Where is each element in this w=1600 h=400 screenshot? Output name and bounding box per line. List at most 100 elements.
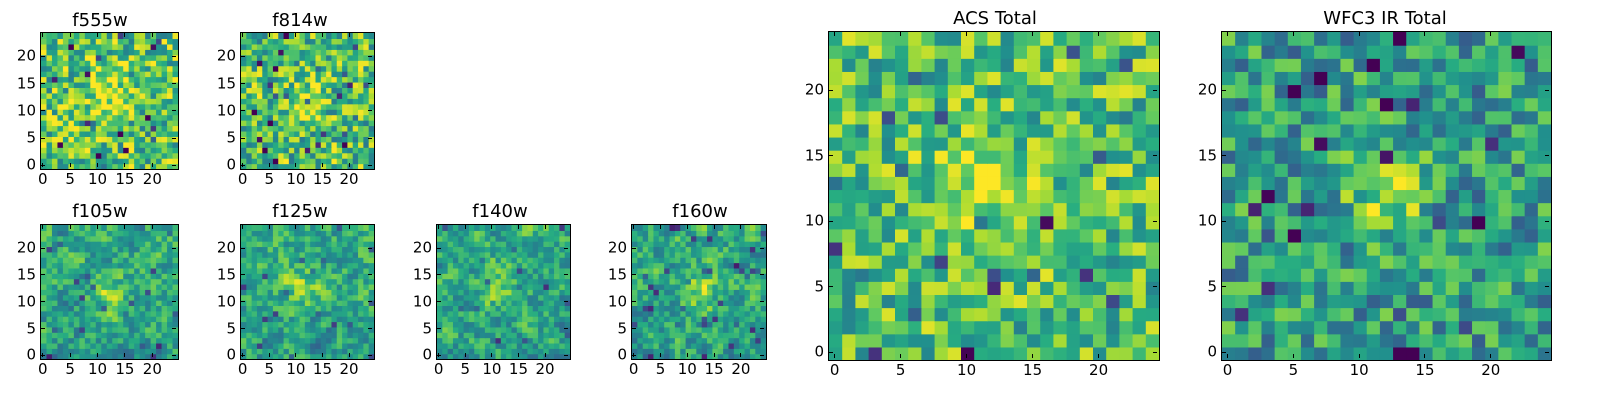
heatmap-cell bbox=[717, 353, 724, 359]
heatmap-cell bbox=[156, 147, 163, 154]
heatmap-cell bbox=[1366, 189, 1381, 204]
heatmap-cell bbox=[46, 278, 53, 285]
heatmap-cell bbox=[106, 130, 113, 137]
heatmap-cell bbox=[246, 257, 253, 264]
heatmap-cell bbox=[1132, 136, 1147, 151]
heatmap-cell bbox=[548, 294, 555, 301]
heatmap-cell bbox=[304, 337, 311, 344]
heatmap-cell bbox=[246, 348, 253, 355]
heatmap-cell bbox=[1248, 333, 1263, 348]
heatmap-cell bbox=[642, 257, 649, 264]
heatmap-cell bbox=[696, 246, 703, 253]
heatmap-cell bbox=[320, 230, 327, 237]
heatmap-cell bbox=[95, 262, 102, 269]
heatmap-cell bbox=[658, 267, 665, 274]
heatmap-cell bbox=[241, 54, 247, 61]
heatmap-cell bbox=[506, 241, 513, 248]
heatmap-cell bbox=[123, 109, 130, 116]
heatmap-cell bbox=[658, 225, 665, 231]
heatmap-cell bbox=[458, 230, 465, 237]
heatmap-cell bbox=[479, 230, 486, 237]
heatmap-cell bbox=[554, 246, 560, 253]
heatmap-cell bbox=[1300, 215, 1315, 230]
heatmap-cell bbox=[150, 152, 157, 159]
heatmap-cell bbox=[358, 283, 364, 290]
heatmap-cell bbox=[172, 65, 178, 72]
heatmap-cell bbox=[272, 65, 279, 72]
heatmap-cell bbox=[62, 114, 69, 121]
heatmap-cell bbox=[90, 246, 97, 253]
heatmap-cell bbox=[262, 141, 269, 148]
heatmap-cell bbox=[161, 38, 168, 45]
heatmap-cell bbox=[532, 246, 539, 253]
heatmap-cell bbox=[1106, 281, 1120, 295]
heatmap-cell bbox=[106, 230, 113, 237]
heatmap-cell bbox=[299, 92, 306, 99]
heatmap-cell bbox=[744, 267, 751, 274]
heatmap-cell bbox=[251, 251, 258, 258]
heatmap-cell bbox=[829, 45, 843, 59]
heatmap-cell bbox=[559, 305, 566, 312]
heatmap-cell bbox=[331, 136, 338, 143]
heatmap-cell bbox=[1093, 268, 1107, 282]
heatmap-cell bbox=[437, 257, 443, 264]
heatmap-cell bbox=[961, 58, 975, 72]
heatmap-cell bbox=[1222, 268, 1236, 282]
heatmap-cell bbox=[90, 38, 97, 45]
heatmap-cell bbox=[172, 289, 178, 296]
heatmap-cell bbox=[62, 43, 69, 50]
heatmap-cell bbox=[458, 337, 465, 344]
heatmap-cell bbox=[267, 43, 274, 50]
heatmap-cell bbox=[246, 310, 253, 317]
heatmap-cell bbox=[653, 310, 660, 317]
x-tick-mark bbox=[42, 225, 44, 229]
heatmap-cell bbox=[479, 241, 486, 248]
heatmap-cell bbox=[352, 289, 359, 296]
heatmap-cell bbox=[1261, 163, 1276, 177]
heatmap-cell bbox=[95, 241, 102, 248]
heatmap-cell bbox=[1145, 294, 1159, 309]
heatmap-cell bbox=[68, 262, 75, 269]
heatmap-cell bbox=[172, 120, 178, 127]
heatmap-cell bbox=[62, 130, 69, 137]
heatmap-cell bbox=[156, 81, 163, 88]
heatmap-cell bbox=[868, 268, 883, 282]
heatmap-cell bbox=[895, 58, 909, 72]
heatmap-cell bbox=[272, 147, 279, 154]
heatmap-cell bbox=[90, 241, 97, 248]
heatmap-cell bbox=[653, 294, 660, 301]
heatmap-cell bbox=[134, 103, 141, 110]
heatmap-cell bbox=[294, 326, 301, 333]
heatmap-cell bbox=[728, 273, 735, 280]
heatmap-cell bbox=[755, 241, 762, 248]
heatmap-cell bbox=[278, 230, 285, 237]
heatmap-cell bbox=[653, 342, 660, 349]
heatmap-cell bbox=[564, 278, 570, 285]
heatmap-cell bbox=[908, 189, 922, 204]
heatmap-cell bbox=[1458, 163, 1473, 177]
heatmap-cell bbox=[90, 120, 97, 127]
heatmap-cell bbox=[310, 241, 317, 248]
x-tick-mark bbox=[544, 225, 546, 229]
heatmap-cell bbox=[167, 65, 174, 72]
heatmap-cell bbox=[299, 152, 306, 159]
heatmap-cell bbox=[90, 54, 97, 61]
heatmap-cell bbox=[712, 337, 719, 344]
heatmap-cell bbox=[516, 348, 523, 355]
heatmap-cell bbox=[57, 65, 64, 72]
heatmap-cell bbox=[1327, 294, 1342, 309]
heatmap-cell bbox=[987, 228, 1002, 243]
heatmap-cell bbox=[68, 294, 75, 301]
heatmap-cell bbox=[500, 262, 507, 269]
heatmap-cell bbox=[320, 348, 327, 355]
heatmap-cell bbox=[79, 76, 86, 83]
heatmap-cell bbox=[717, 278, 724, 285]
heatmap-cell bbox=[288, 43, 295, 50]
heatmap-cell bbox=[68, 65, 75, 72]
heatmap-cell bbox=[881, 110, 896, 125]
heatmap-cell bbox=[1432, 268, 1447, 282]
heatmap-cell bbox=[669, 278, 676, 285]
heatmap-cell bbox=[167, 125, 174, 132]
heatmap-cell bbox=[84, 147, 91, 154]
heatmap-cell bbox=[79, 342, 86, 349]
